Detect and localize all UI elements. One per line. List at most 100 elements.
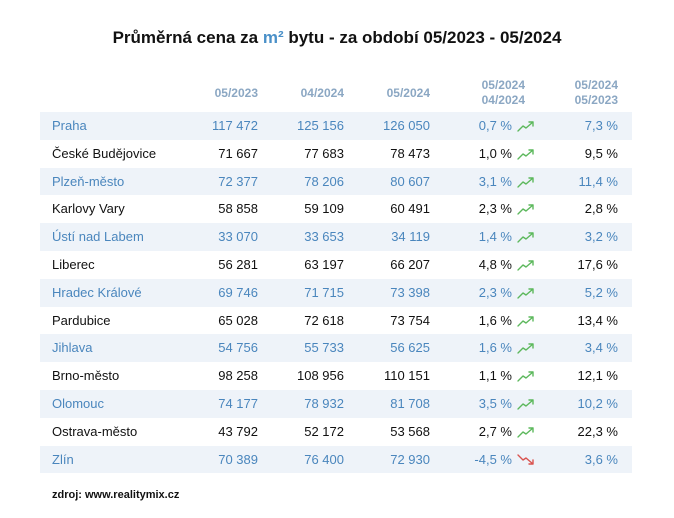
trend-up-icon bbox=[517, 427, 534, 438]
city-name: Pardubice bbox=[52, 312, 111, 328]
trend-up-icon bbox=[517, 343, 534, 355]
price-v2: 125 156 bbox=[297, 118, 344, 133]
city-name: Ostrava-město bbox=[52, 423, 138, 439]
change-month: 1,6 % bbox=[478, 312, 512, 328]
price-v3: 73 398 bbox=[390, 284, 430, 300]
trend-up-icon bbox=[517, 149, 534, 160]
table-header: 05/2023 04/2024 05/2024 05/2024 04/2024 0… bbox=[40, 74, 632, 113]
trend-up-icon bbox=[517, 288, 534, 299]
price-v2: 33 653 bbox=[304, 229, 344, 245]
price-v2: 52 172 bbox=[304, 423, 344, 439]
trend-up-icon bbox=[517, 204, 534, 216]
city-name: České Budějovice bbox=[52, 145, 157, 161]
price-v1: 71 667 bbox=[218, 145, 258, 161]
change-month: 4,8 % bbox=[478, 256, 512, 272]
change-month: 3,5 % bbox=[478, 395, 512, 411]
city-name: Ústí nad Labem bbox=[52, 229, 144, 245]
trend-up-icon bbox=[517, 176, 534, 188]
price-v2: 71 715 bbox=[304, 284, 344, 300]
header-col-05-2024: 05/2024 bbox=[386, 85, 430, 100]
price-v1: 98 258 bbox=[218, 368, 258, 384]
price-v3: 80 607 bbox=[390, 173, 430, 189]
price-v2: 78 932 bbox=[304, 395, 344, 411]
price-v1: 72 377 bbox=[218, 173, 258, 189]
title-prefix: Průměrná cena za bbox=[112, 28, 263, 47]
trend-up-icon bbox=[517, 371, 534, 382]
table-body: Praha 117 472 125 156 126 050 0,7 % 7,3 % Česk… bbox=[40, 112, 632, 474]
change-month: 2,3 % bbox=[478, 201, 512, 217]
title-unit: m² bbox=[262, 28, 284, 47]
price-v3: 81 708 bbox=[390, 395, 430, 411]
city-name: Liberec bbox=[52, 256, 95, 272]
trend-up-icon bbox=[517, 232, 534, 243]
change-month: 2,3 % bbox=[478, 284, 512, 300]
trend-up-icon bbox=[517, 399, 534, 410]
price-v1: 69 746 bbox=[218, 284, 258, 300]
change-year: 3,2 % bbox=[584, 229, 618, 245]
table-row: Jihlava 54 756 55 733 56 625 1,6 % 3,4 % bbox=[40, 334, 632, 363]
change-month: 3,1 % bbox=[478, 173, 512, 189]
change-year: 3,6 % bbox=[584, 451, 618, 467]
trend-up-icon bbox=[517, 315, 534, 327]
trend-up-icon bbox=[517, 121, 534, 132]
price-v2: 76 400 bbox=[304, 451, 344, 467]
change-year: 11,4 % bbox=[578, 173, 618, 189]
city-name: Praha bbox=[52, 118, 87, 133]
city-name: Jihlava bbox=[52, 340, 93, 356]
table-row: České Budějovice 71 667 77 683 78 473 1,0 % 9… bbox=[40, 140, 632, 168]
change-year: 3,4 % bbox=[584, 340, 618, 356]
price-v3: 126 050 bbox=[383, 118, 430, 133]
price-v3: 60 491 bbox=[390, 201, 430, 217]
price-v3: 78 473 bbox=[390, 145, 430, 161]
change-month: 0,7 % bbox=[478, 118, 512, 133]
price-v2: 63 197 bbox=[304, 256, 344, 272]
city-name: Zlín bbox=[52, 451, 74, 467]
price-v2: 72 618 bbox=[304, 312, 344, 328]
price-v3: 110 151 bbox=[383, 368, 430, 384]
table-row: Plzeň-město 72 377 78 206 80 607 3,1 % 11,4 % bbox=[40, 167, 632, 196]
change-month: -4,5 % bbox=[474, 451, 512, 467]
price-v3: 34 119 bbox=[391, 229, 430, 245]
table-row: Brno-město 98 258 108 956 110 151 1,1 % 12,1 … bbox=[40, 362, 632, 390]
table-row: Ostrava-město 43 792 52 172 53 568 2,7 % 22,3… bbox=[40, 418, 632, 446]
price-v1: 70 389 bbox=[218, 451, 258, 467]
header-col-mom: 05/2024 04/2024 bbox=[481, 78, 525, 107]
change-year: 17,6 % bbox=[577, 256, 618, 272]
price-v3: 66 207 bbox=[390, 256, 430, 272]
table-row: Zlín 70 389 76 400 72 930 -4,5 % 3,6 % bbox=[40, 445, 632, 474]
table-row: Karlovy Vary 58 858 59 109 60 491 2,3 % 2,8 % bbox=[40, 195, 632, 223]
change-year: 22,3 % bbox=[577, 423, 618, 439]
price-v1: 117 472 bbox=[211, 118, 258, 133]
change-month: 1,6 % bbox=[478, 340, 512, 356]
city-name: Hradec Králové bbox=[52, 284, 142, 300]
price-v1: 54 756 bbox=[218, 340, 258, 356]
city-name: Karlovy Vary bbox=[52, 201, 125, 217]
change-month: 1,0 % bbox=[478, 145, 512, 161]
header-col-04-2024: 04/2024 bbox=[300, 85, 344, 100]
city-name: Olomouc bbox=[52, 395, 105, 411]
price-v2: 59 109 bbox=[304, 201, 344, 217]
price-v1: 33 070 bbox=[218, 229, 258, 245]
price-v1: 65 028 bbox=[218, 312, 258, 328]
page-title: Průměrná cena za m² bytu - za období 05/… bbox=[0, 28, 674, 48]
price-v1: 74 177 bbox=[218, 395, 258, 411]
city-name: Brno-město bbox=[52, 368, 120, 384]
price-v1: 56 281 bbox=[218, 256, 258, 272]
trend-down-icon bbox=[517, 453, 534, 465]
header-col-05-2023: 05/2023 bbox=[214, 85, 258, 100]
price-v3: 72 930 bbox=[390, 451, 430, 467]
change-month: 1,4 % bbox=[478, 229, 512, 245]
table-row: Pardubice 65 028 72 618 73 754 1,6 % 13,4 % bbox=[40, 307, 632, 335]
change-year: 10,2 % bbox=[577, 395, 618, 411]
price-v3: 53 568 bbox=[390, 423, 430, 439]
change-year: 13,4 % bbox=[577, 312, 618, 328]
change-year: 7,3 % bbox=[584, 118, 618, 133]
city-name: Plzeň-město bbox=[52, 173, 125, 189]
change-month: 2,7 % bbox=[478, 423, 512, 439]
table-row: Praha 117 472 125 156 126 050 0,7 % 7,3 % bbox=[40, 112, 632, 140]
change-year: 2,8 % bbox=[584, 201, 618, 217]
price-v3: 73 754 bbox=[390, 312, 430, 328]
table-row: Ústí nad Labem 33 070 33 653 34 119 1,4 % 3,2… bbox=[40, 223, 632, 251]
header-col-yoy: 05/2024 05/2023 bbox=[574, 78, 618, 107]
title-suffix: bytu - za období 05/2023 - 05/2024 bbox=[283, 28, 562, 47]
